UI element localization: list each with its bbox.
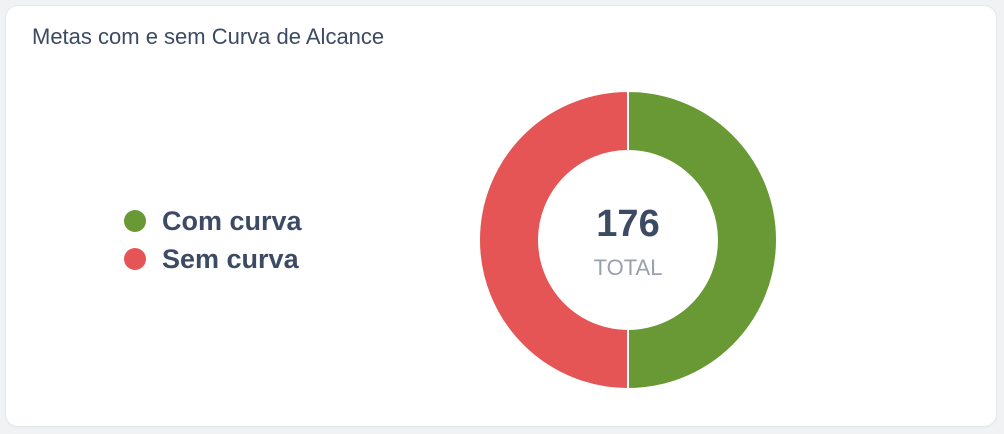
donut-svg: 176 TOTAL — [478, 89, 778, 391]
legend-dot-sem-curva — [124, 248, 146, 270]
donut-center-label: TOTAL — [594, 255, 663, 280]
legend-item-com-curva[interactable]: Com curva — [124, 202, 302, 240]
legend-dot-com-curva — [124, 210, 146, 232]
card-title: Metas com e sem Curva de Alcance — [32, 24, 385, 49]
chart-legend: Com curva Sem curva — [124, 202, 302, 278]
chart-card: Metas com e sem Curva de Alcance Com cur… — [6, 6, 996, 426]
legend-item-sem-curva[interactable]: Sem curva — [124, 240, 302, 278]
donut-slice-sem-curva[interactable] — [478, 89, 629, 391]
donut-slice-com-curva[interactable] — [627, 89, 778, 391]
legend-label-sem-curva: Sem curva — [162, 243, 299, 274]
legend-label-com-curva: Com curva — [162, 205, 302, 236]
donut-center-value: 176 — [596, 203, 659, 245]
donut-slices — [478, 89, 778, 391]
donut-chart: 176 TOTAL — [472, 84, 784, 396]
